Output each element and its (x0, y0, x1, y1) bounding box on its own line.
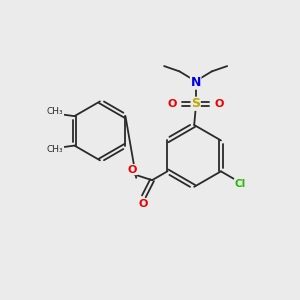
Text: O: O (167, 99, 177, 109)
Text: O: O (128, 165, 137, 175)
Text: CH₃: CH₃ (47, 146, 64, 154)
Text: O: O (214, 99, 224, 109)
Text: S: S (191, 97, 200, 110)
Text: Cl: Cl (235, 179, 246, 189)
Text: CH₃: CH₃ (47, 107, 64, 116)
Text: N: N (190, 76, 201, 89)
Text: O: O (139, 199, 148, 209)
